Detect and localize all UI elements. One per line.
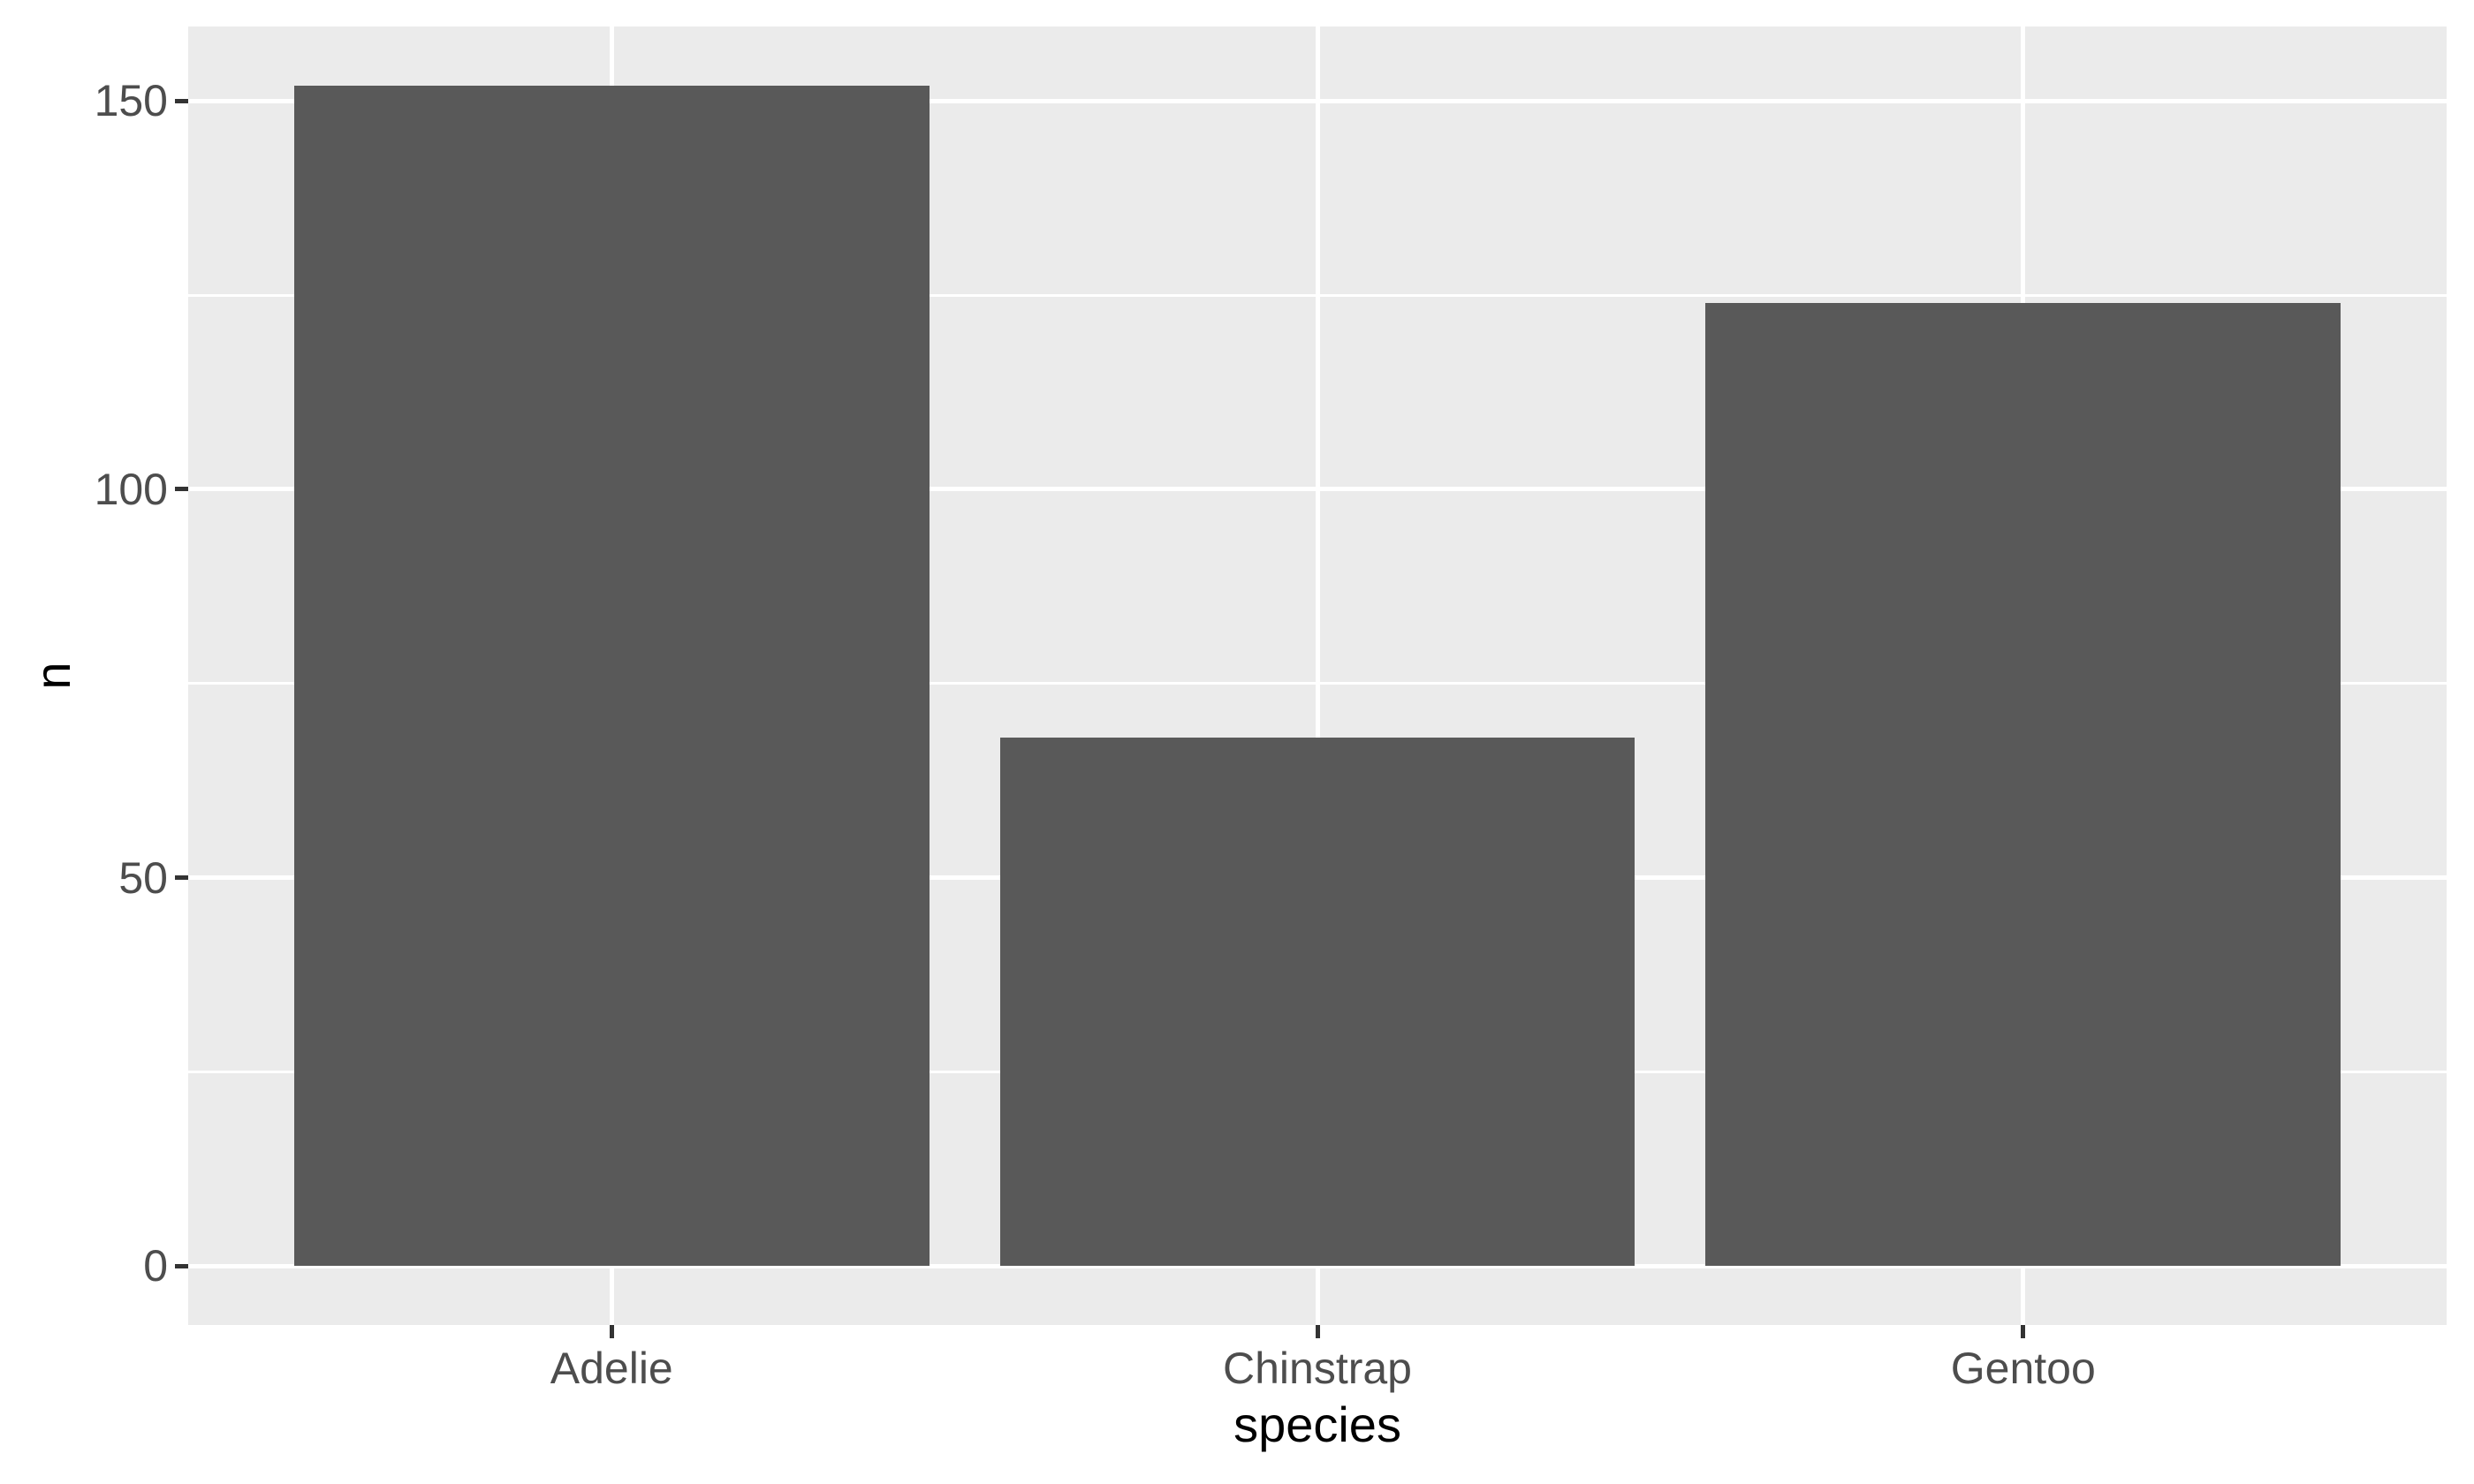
- gridline-y-major: [188, 487, 2447, 492]
- gridline-y-minor: [188, 682, 2447, 685]
- bar-adelie: [293, 85, 930, 1267]
- y-tick-label: 0: [143, 1241, 168, 1291]
- gridline-y-minor: [188, 293, 2447, 297]
- gridline-y-major: [188, 98, 2447, 103]
- y-tick-label: 50: [118, 852, 168, 903]
- x-tick-label: Chinstrap: [1223, 1344, 1412, 1393]
- bar-gentoo: [1705, 302, 2341, 1267]
- y-tick-label: 150: [94, 76, 168, 126]
- x-tick-mark: [609, 1325, 614, 1338]
- y-tick-mark: [175, 875, 188, 881]
- x-tick-label: Adelie: [550, 1344, 673, 1393]
- x-axis-title: species: [1233, 1397, 1401, 1452]
- x-tick-label: Gentoo: [1950, 1344, 2096, 1393]
- y-tick-mark: [175, 1263, 188, 1268]
- x-tick-mark: [2021, 1325, 2026, 1338]
- x-tick-mark: [1315, 1325, 1320, 1338]
- y-tick-mark: [175, 98, 188, 103]
- gridline-y-major: [188, 1263, 2447, 1268]
- y-axis-title: n: [24, 662, 80, 690]
- bar-chinstrap: [999, 738, 1635, 1267]
- plot-panel: [188, 26, 2447, 1325]
- y-tick-label: 100: [94, 464, 168, 514]
- y-tick-mark: [175, 487, 188, 492]
- gridline-x-major: [1315, 26, 1320, 1325]
